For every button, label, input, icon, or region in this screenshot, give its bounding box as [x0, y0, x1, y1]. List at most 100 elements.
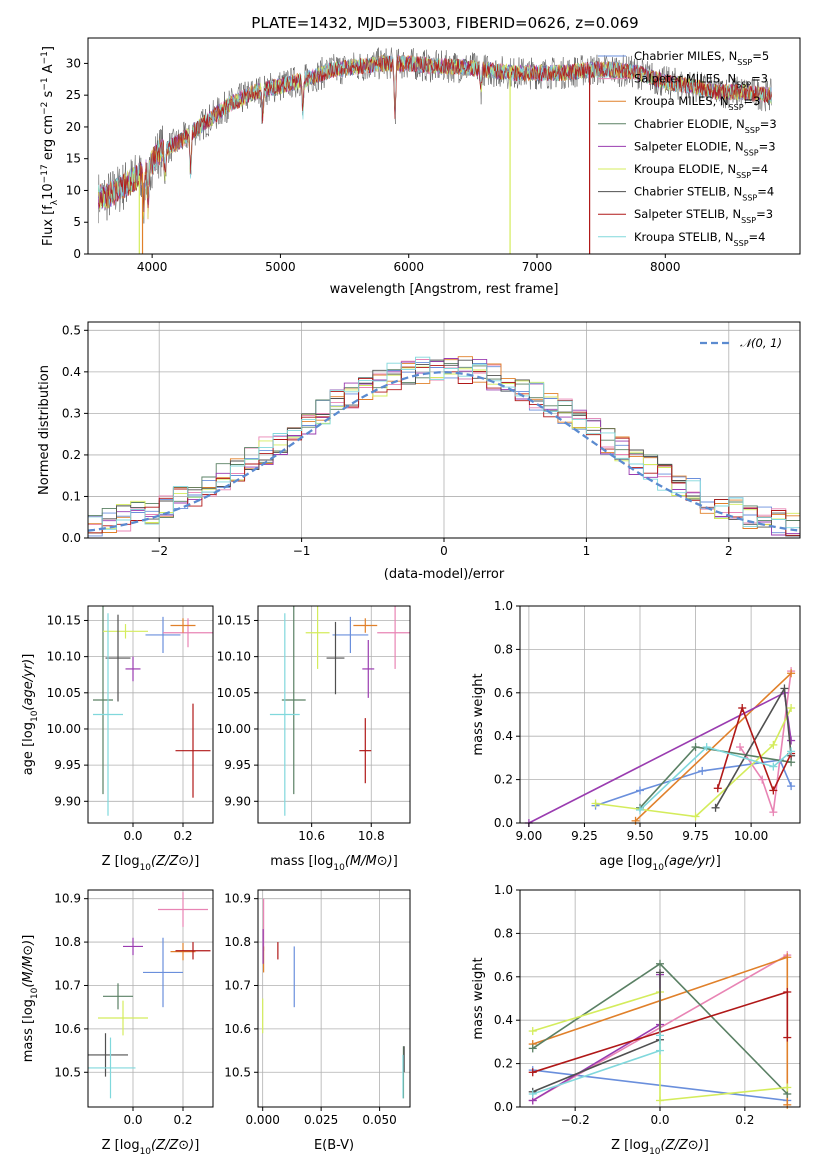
y-tick-label: 0 — [73, 247, 81, 261]
x-tick-label: 10.8 — [358, 829, 385, 843]
x-tick-label: 0.0 — [650, 1113, 669, 1127]
x-tick-label: 0.0 — [123, 829, 142, 843]
figure-title: PLATE=1432, MJD=53003, FIBERID=0626, z=0… — [251, 14, 638, 32]
age-vs-Z-panel: 0.0 0.2 9.90 9.95 10.00 10.05 10.10 10.15 Z [log… — [21, 605, 214, 873]
y-tick-label: 10.6 — [54, 1022, 81, 1036]
x-tick-label: 6000 — [393, 260, 424, 274]
weight-series-line — [595, 707, 792, 818]
x-axis-label: Z [log10(Z/Z⊙)] — [102, 854, 200, 873]
x-axis-label: age [log10(age/yr)] — [599, 854, 721, 873]
spectrum-lines — [98, 47, 772, 254]
axes-frame — [87, 605, 214, 824]
spectrum-panel: 4000 5000 6000 7000 8000 0 5 10 15 20 25 30 waveleng… — [40, 37, 801, 297]
errorbars — [269, 606, 410, 816]
x-axis-label: mass [log10(M/M⊙)] — [270, 854, 398, 873]
y-tick-label: 0.4 — [62, 365, 81, 379]
y-axis-label: age [log10(age/yr)] — [21, 654, 40, 776]
legend-entry: Kroupa ELODIE, NSSP=4 — [634, 162, 768, 180]
y-tick-label: 10.00 — [47, 722, 81, 736]
axes-frame — [519, 605, 801, 824]
x-tick-label: 0.0 — [123, 1113, 142, 1127]
axes-frame — [257, 605, 411, 824]
y-tick-label: 10.8 — [54, 935, 81, 949]
weight-vs-age-panel: 9.00 9.25 9.50 9.75 10.00 0.0 0.2 0.4 0.6 0.8 1.0 a… — [471, 599, 801, 873]
y-tick-label: 0.2 — [62, 448, 81, 462]
weight-series-line — [739, 670, 792, 813]
x-tick-label: 0 — [440, 544, 448, 558]
y-tick-label: 10.8 — [224, 935, 251, 949]
mass-vs-EBV-panel: 0.000 0.025 0.050 10.5 10.6 10.7 10.8 10.9 E(B-V… — [224, 889, 411, 1153]
y-tick-label: 10.6 — [224, 1022, 251, 1036]
y-tick-label: 10.5 — [54, 1065, 81, 1079]
x-axis-label: Z [log10(Z/Z⊙)] — [102, 1138, 200, 1157]
x-axis-label: (data-model)/error — [384, 567, 505, 582]
y-tick-label: 0.2 — [494, 1057, 513, 1071]
weight-series-line — [639, 746, 792, 811]
legend-entry: Salpeter MILES, NSSP=3 — [634, 72, 768, 90]
y-tick-label: 10.9 — [54, 892, 81, 906]
mass-vs-Z-panel: 0.0 0.2 10.5 10.6 10.7 10.8 10.9 Z [log10(Z/Z⊙)… — [21, 889, 214, 1157]
axes-frame — [87, 37, 801, 255]
x-tick-label: −0.2 — [561, 1113, 590, 1127]
errorbars — [262, 898, 405, 1099]
x-tick-label: 10.00 — [734, 829, 768, 843]
y-tick-label: 30 — [66, 56, 81, 70]
x-tick-label: 9.50 — [627, 829, 654, 843]
x-axis-label: E(B-V) — [314, 1138, 354, 1153]
x-tick-label: 0.050 — [362, 1113, 396, 1127]
x-tick-label: 9.25 — [571, 829, 598, 843]
y-tick-label: 10.15 — [47, 613, 81, 627]
y-tick-label: 10.9 — [224, 892, 251, 906]
y-tick-label: 15 — [66, 152, 81, 166]
y-tick-label: 0.2 — [494, 773, 513, 787]
y-tick-label: 0.5 — [62, 323, 81, 337]
y-axis-label: mass weight — [471, 673, 486, 755]
y-tick-label: 9.95 — [224, 758, 251, 772]
x-tick-label: −2 — [150, 544, 168, 558]
histogram-steps — [88, 356, 800, 537]
weight-series-line — [717, 705, 792, 793]
residuals-panel: −2 −1 0 1 2 0.0 0.1 0.2 0.3 0.4 0.5 (data-model)/er… — [37, 321, 801, 582]
y-axis-label: Flux [fλ10−17 erg cm−2 s−1 A−1] — [40, 46, 60, 246]
x-tick-label: 9.75 — [682, 829, 709, 843]
axes-frame — [87, 889, 214, 1108]
spectrum-legend: Chabrier MILES, NSSP=5 Salpeter MILES, NS… — [598, 49, 777, 247]
y-tick-label: 10.05 — [47, 686, 81, 700]
y-tick-label: 1.0 — [494, 883, 513, 897]
spectrum-series-line — [98, 55, 772, 213]
y-tick-label: 10.7 — [54, 978, 81, 992]
x-tick-label: 8000 — [650, 260, 681, 274]
y-tick-label: 0.8 — [494, 642, 513, 656]
y-axis-label: Normed distribution — [37, 365, 52, 495]
legend-entry: 𝒩(0, 1) — [740, 336, 782, 350]
y-tick-label: 10.15 — [217, 613, 251, 627]
x-tick-label: 7000 — [522, 260, 553, 274]
x-tick-label: 0.000 — [245, 1113, 279, 1127]
y-tick-label: 0.0 — [494, 1100, 513, 1114]
y-tick-label: 0.6 — [494, 970, 513, 984]
legend-entry: Kroupa MILES, NSSP=3 — [634, 94, 760, 112]
y-tick-label: 9.90 — [54, 794, 81, 808]
x-tick-label: 0.025 — [304, 1113, 338, 1127]
y-tick-label: 10.10 — [47, 650, 81, 664]
y-tick-label: 25 — [66, 88, 81, 102]
weight-series-line — [635, 672, 792, 822]
errorbars — [93, 606, 213, 816]
panels: 4000 5000 6000 7000 8000051015202530waveleng… — [21, 37, 801, 1157]
weight-series-line — [532, 972, 661, 1093]
y-tick-label: 9.90 — [224, 794, 251, 808]
x-tick-label: 5000 — [265, 260, 296, 274]
x-tick-label: 2 — [725, 544, 733, 558]
y-tick-label: 10.5 — [224, 1065, 251, 1079]
x-tick-label: 0.2 — [173, 829, 192, 843]
y-tick-label: 10 — [66, 183, 81, 197]
weight-vs-Z-panel: −0.2 0.0 0.2 0.0 0.2 0.4 0.6 0.8 1.0 Z [log10(Z/Z… — [471, 883, 801, 1157]
weight-series-line — [714, 685, 792, 809]
y-tick-label: 0.8 — [494, 926, 513, 940]
axes-frame — [257, 889, 411, 1108]
x-tick-label: 10.6 — [298, 829, 325, 843]
y-tick-label: 0.1 — [62, 489, 81, 503]
age-vs-mass-panel: 10.6 10.8 9.90 9.95 10.00 10.05 10.10 10.15 mass… — [217, 605, 411, 873]
legend-entry: Kroupa STELIB, NSSP=4 — [634, 230, 765, 248]
